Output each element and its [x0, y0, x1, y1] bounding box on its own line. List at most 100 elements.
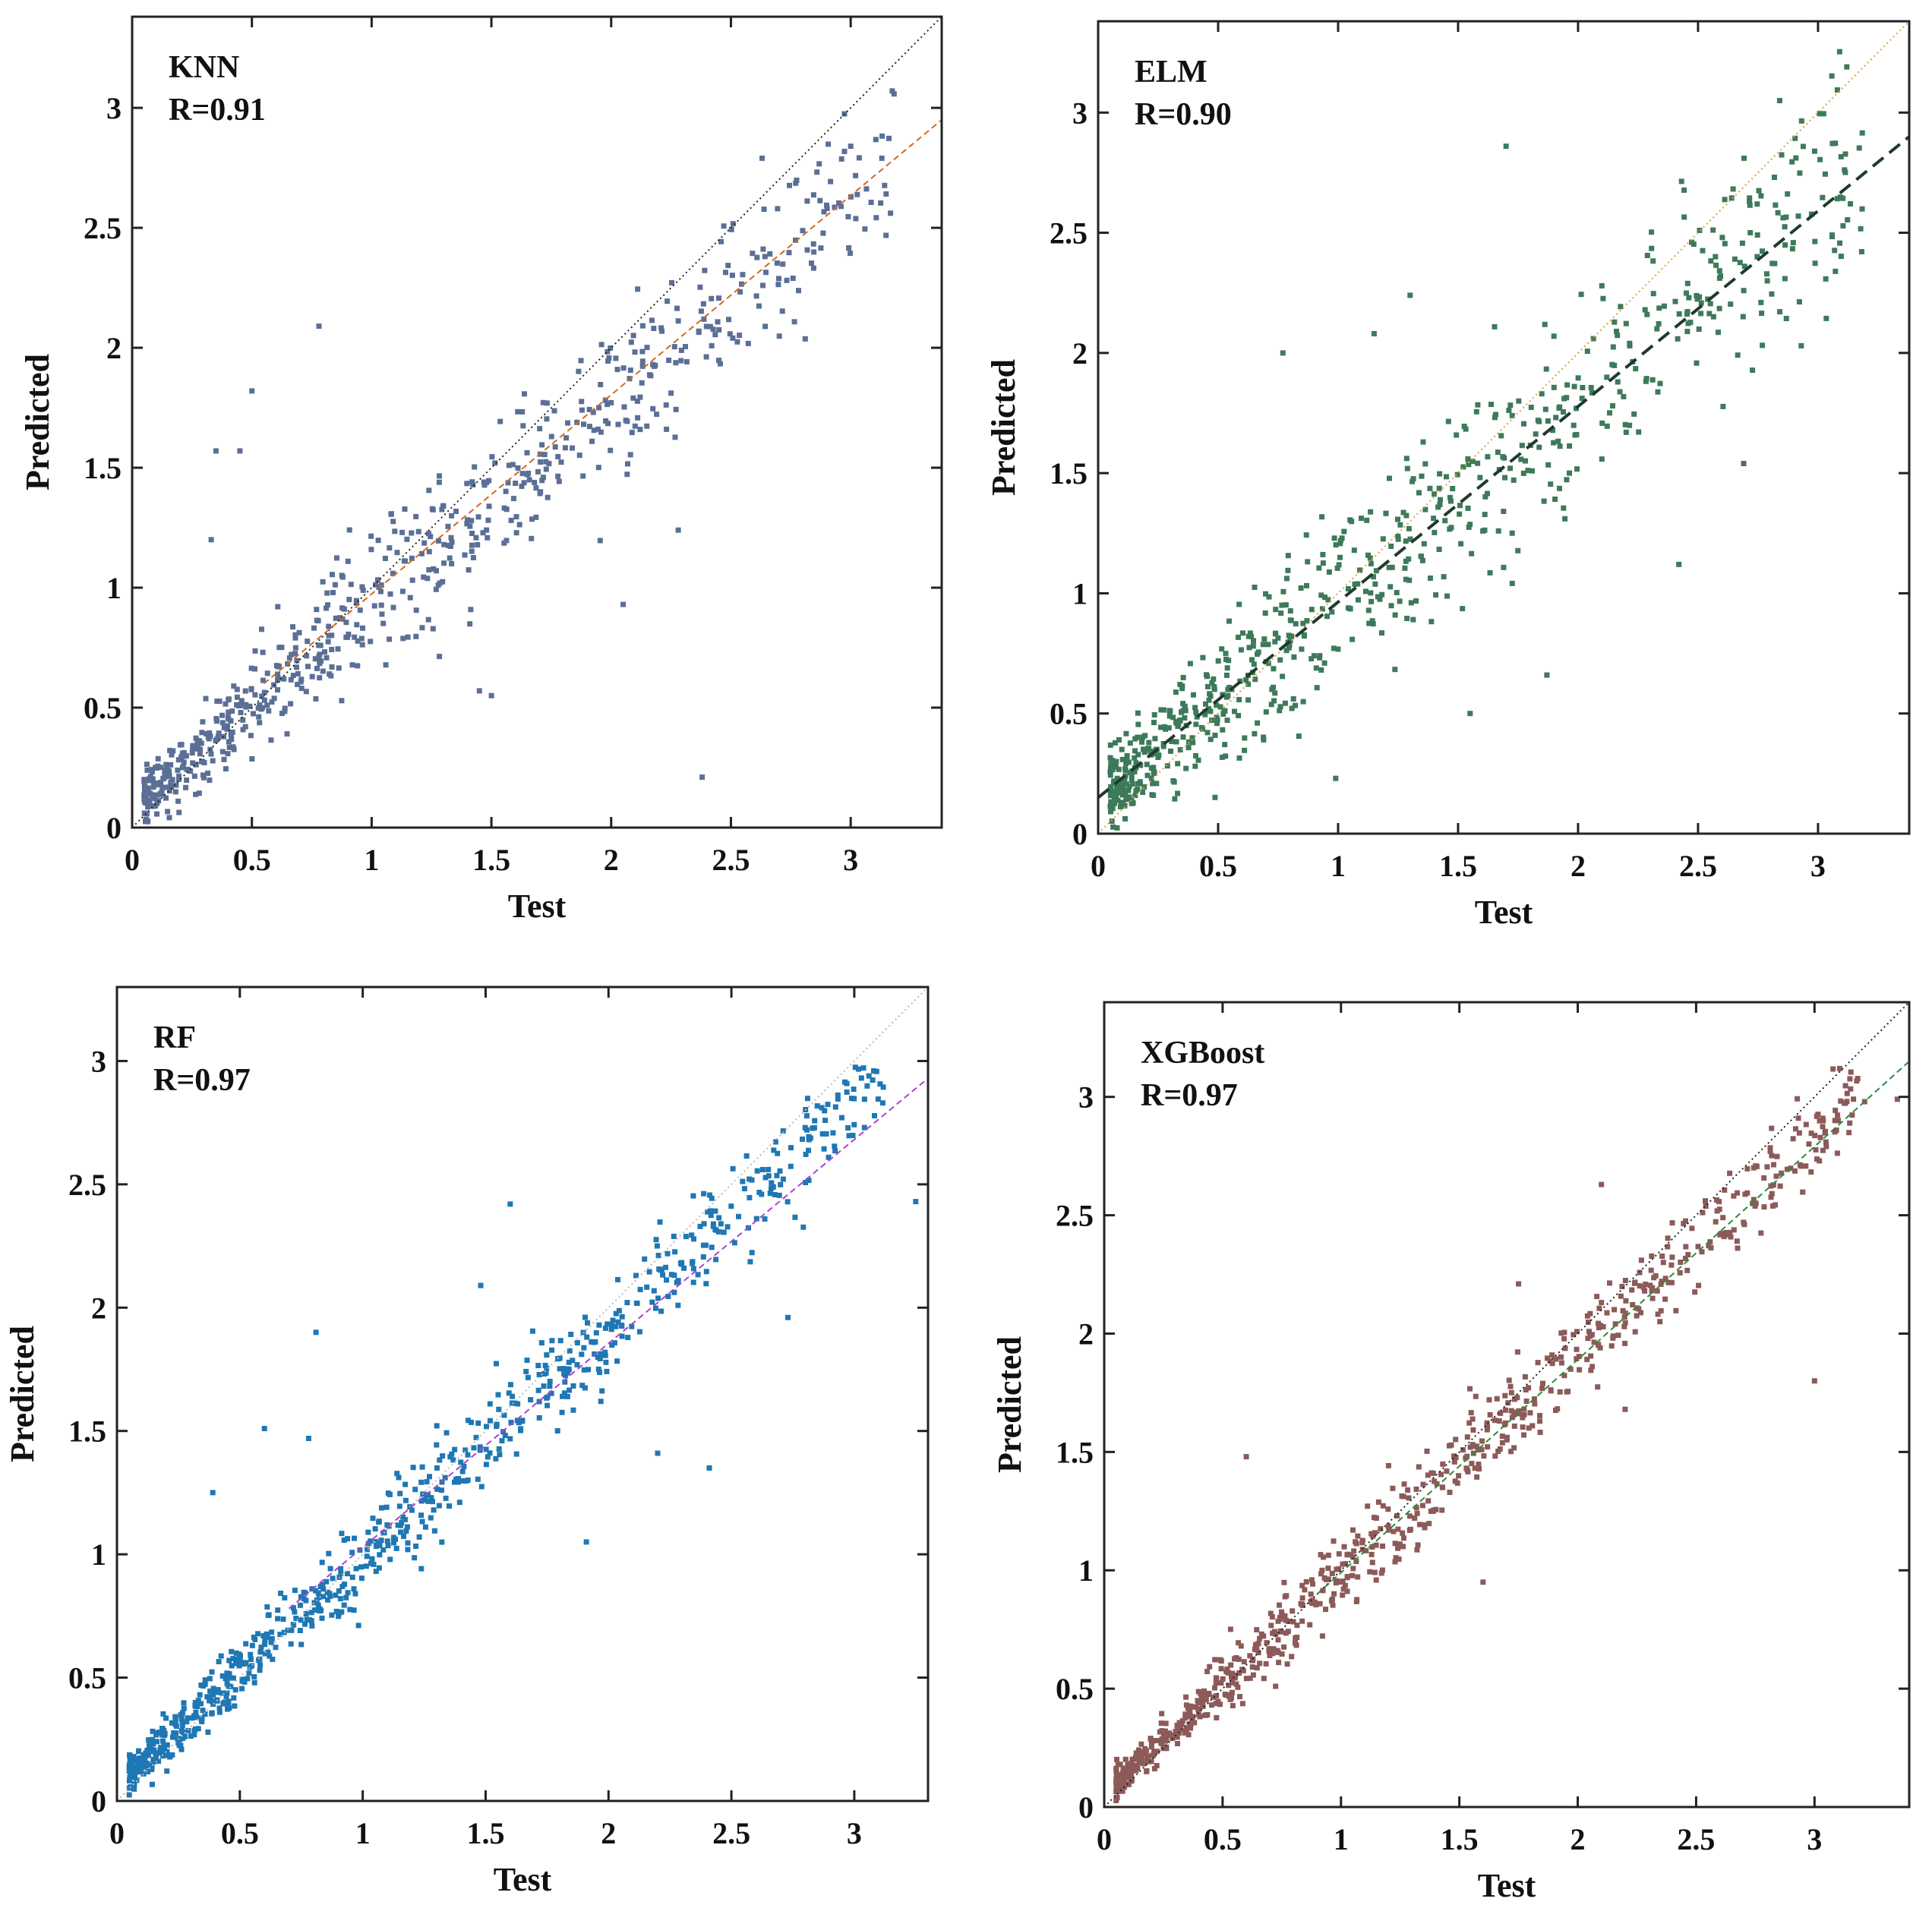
data-point — [1812, 238, 1818, 244]
x-tick-label: 2.5 — [712, 1816, 750, 1850]
data-point — [418, 1512, 425, 1519]
data-point — [1351, 547, 1357, 553]
data-point — [1621, 1314, 1627, 1320]
data-point — [1422, 506, 1428, 512]
data-point — [1731, 1227, 1737, 1233]
data-point — [1226, 1683, 1232, 1689]
data-point — [332, 582, 338, 588]
data-point — [1213, 1675, 1219, 1681]
data-point — [562, 1390, 567, 1396]
data-point — [1265, 642, 1271, 648]
data-point — [854, 191, 860, 197]
data-point — [372, 1526, 378, 1532]
data-point — [1293, 702, 1298, 708]
data-point — [1621, 393, 1627, 399]
data-point — [644, 1284, 650, 1290]
data-point — [1561, 396, 1567, 402]
data-point — [1747, 202, 1753, 208]
data-point — [335, 646, 341, 652]
data-point — [639, 348, 646, 355]
data-point — [364, 1547, 370, 1553]
data-point — [1808, 1169, 1814, 1175]
data-point — [624, 471, 630, 478]
data-point — [796, 288, 801, 294]
data-point — [1719, 235, 1725, 241]
data-point — [368, 533, 374, 539]
data-point — [1393, 1555, 1399, 1561]
outlier-point — [208, 537, 214, 543]
data-point — [228, 730, 234, 736]
data-point — [1331, 535, 1337, 541]
data-point — [1334, 1566, 1340, 1572]
data-point — [402, 558, 408, 564]
data-point — [1662, 1276, 1668, 1282]
data-point — [178, 754, 185, 760]
data-point — [747, 1259, 753, 1265]
data-point — [282, 708, 288, 714]
data-point — [1425, 1472, 1431, 1478]
data-point — [343, 620, 349, 626]
data-point — [1220, 711, 1226, 717]
data-point — [467, 523, 473, 529]
data-point — [1290, 1608, 1296, 1614]
data-point — [466, 1418, 471, 1424]
data-point — [207, 730, 213, 736]
data-point — [803, 1151, 809, 1157]
data-point — [710, 326, 716, 333]
data-point — [621, 404, 627, 410]
data-point — [385, 1543, 391, 1549]
data-point — [200, 772, 206, 778]
data-point — [421, 574, 427, 580]
data-point — [1395, 1545, 1400, 1551]
data-point — [172, 1714, 178, 1720]
data-point — [538, 489, 544, 495]
data-point — [213, 716, 219, 721]
data-point — [403, 1528, 409, 1534]
data-point — [698, 308, 704, 314]
data-point — [1502, 1407, 1508, 1413]
data-point — [431, 566, 437, 572]
data-point — [1217, 1701, 1223, 1708]
data-point — [1404, 465, 1410, 471]
data-point — [1728, 195, 1735, 201]
data-point — [377, 1542, 383, 1548]
data-point — [810, 241, 816, 247]
data-point — [1658, 1282, 1664, 1287]
data-point — [1113, 784, 1119, 790]
data-point — [324, 1578, 330, 1585]
data-point — [543, 459, 549, 465]
data-point — [1372, 1569, 1378, 1575]
data-point — [1236, 1656, 1242, 1662]
data-point — [1614, 328, 1619, 334]
data-point — [709, 1195, 715, 1201]
data-point — [1509, 530, 1515, 536]
data-point — [303, 1611, 309, 1616]
data-point — [237, 1656, 243, 1662]
data-point — [1318, 667, 1324, 673]
y-tick-label: 2 — [106, 331, 122, 365]
data-point — [305, 639, 311, 645]
data-point — [824, 206, 830, 211]
data-point — [776, 333, 782, 339]
data-point — [229, 1663, 235, 1669]
data-point — [1397, 522, 1403, 528]
data-point — [360, 625, 365, 631]
data-point — [846, 1133, 852, 1139]
data-point — [1116, 1783, 1122, 1790]
data-point — [387, 1556, 393, 1563]
data-point — [1113, 1765, 1119, 1771]
data-point — [532, 480, 538, 485]
data-point — [1299, 1582, 1305, 1588]
data-point — [510, 462, 516, 468]
data-point — [560, 1366, 567, 1371]
data-point — [1662, 1296, 1668, 1302]
outlier-point — [1544, 672, 1550, 678]
data-point — [1375, 594, 1381, 600]
data-point — [1242, 735, 1248, 741]
data-point — [562, 445, 568, 451]
data-point — [639, 358, 646, 364]
data-point — [1123, 781, 1129, 787]
data-point — [1475, 402, 1481, 408]
data-point — [1561, 1336, 1567, 1342]
data-point — [1448, 1442, 1454, 1448]
